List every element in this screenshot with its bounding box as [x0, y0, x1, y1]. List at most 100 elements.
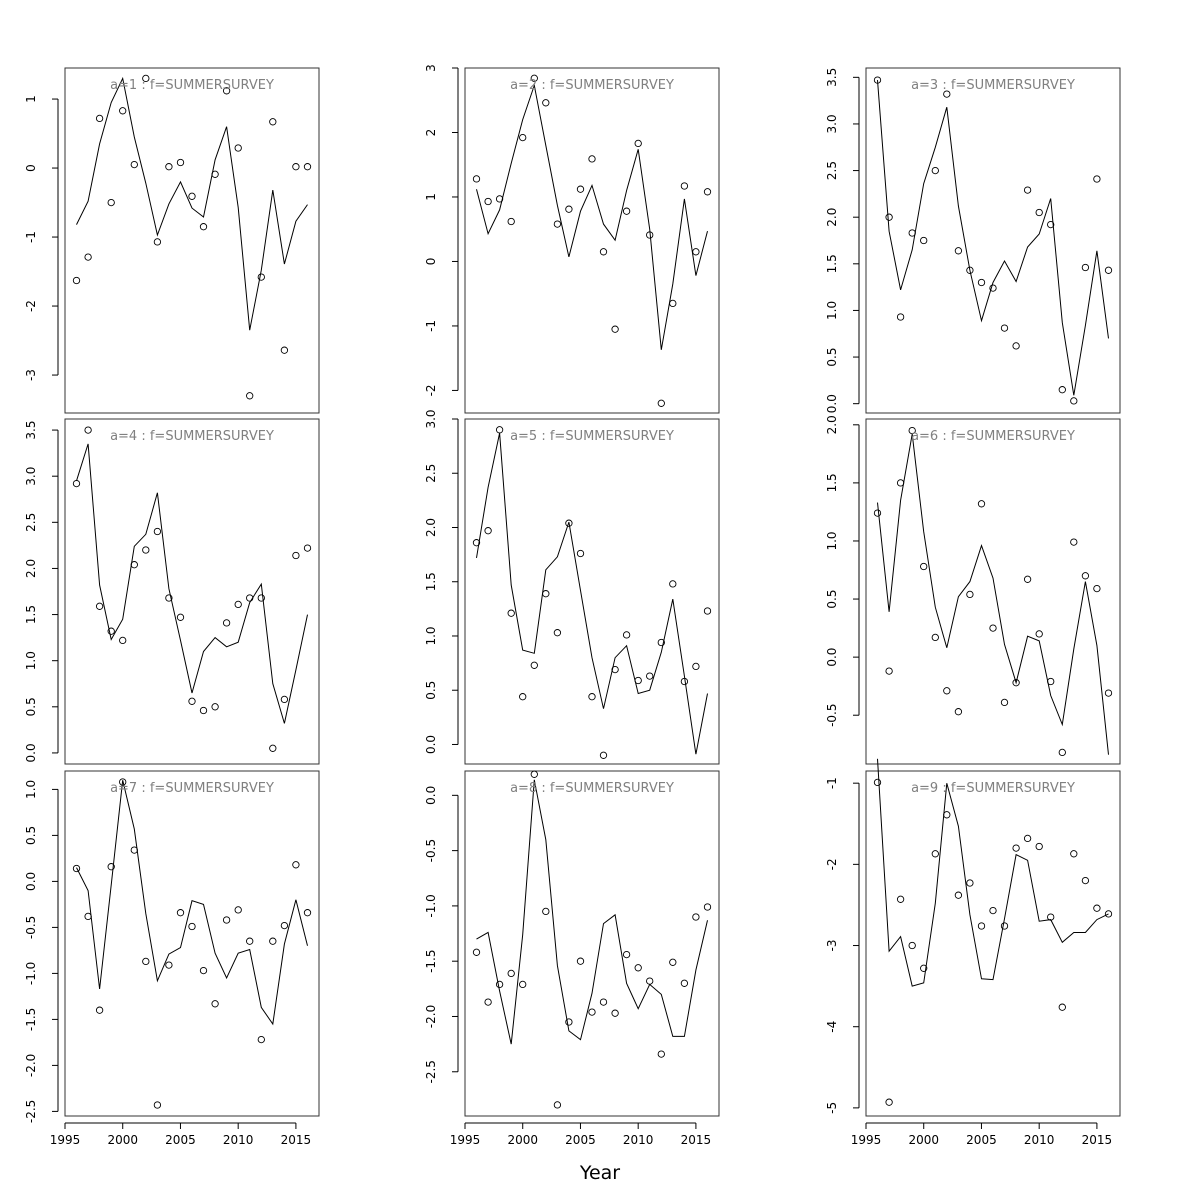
- observed-point: [303, 163, 312, 171]
- y-tick-label: 0.0: [825, 648, 839, 667]
- y-tick-label: -0.5: [24, 916, 38, 939]
- observed-point: [542, 590, 550, 598]
- x-tick-label: 2000: [908, 1133, 939, 1147]
- observed-point: [680, 182, 689, 190]
- observed-point: [484, 527, 492, 535]
- observed-point: [211, 703, 219, 711]
- y-tick-label: 1: [24, 95, 38, 103]
- observed-point: [657, 1050, 665, 1058]
- observed-point: [692, 913, 700, 921]
- observed-point: [1070, 538, 1078, 546]
- fitted-line: [877, 434, 1109, 755]
- observed-point: [222, 619, 231, 627]
- observed-point: [188, 922, 196, 931]
- observed-point: [280, 695, 289, 704]
- observed-point: [1081, 263, 1090, 272]
- y-tick-label: 3.0: [424, 409, 438, 428]
- observed-point: [553, 1101, 562, 1109]
- observed-point: [669, 580, 677, 588]
- y-tick-label: 2.0: [825, 415, 839, 434]
- observed-point: [246, 392, 254, 400]
- observed-point: [188, 192, 196, 200]
- observed-point: [622, 207, 631, 215]
- plot-frame: [64, 67, 320, 414]
- y-tick-label: -2.0: [424, 1005, 438, 1028]
- observed-point: [565, 519, 573, 527]
- panel-title: a=8 : f=SUMMERSURVEY: [510, 781, 674, 796]
- observed-point: [943, 687, 951, 695]
- observed-point: [211, 170, 219, 178]
- observed-point: [1093, 175, 1101, 183]
- y-tick-label: 3.0: [24, 467, 38, 486]
- observed-point: [280, 346, 289, 354]
- y-tick-label: 0: [24, 164, 38, 172]
- observed-point: [507, 609, 515, 617]
- fitted-line: [476, 83, 708, 350]
- y-tick-label: 2.0: [424, 518, 438, 537]
- panel-7: a=3 : f=SUMMERSURVEY 0.0 0.5 1.0 1.5 2.0 2.5 3.…: [825, 67, 1121, 414]
- observed-point: [119, 107, 127, 115]
- observed-point: [142, 74, 150, 83]
- observed-point: [107, 198, 115, 207]
- observed-point: [989, 624, 997, 632]
- x-tick-label: 2000: [507, 1133, 538, 1147]
- observed-point: [257, 1035, 265, 1044]
- observed-point: [84, 912, 92, 921]
- y-tick-label: 3: [424, 64, 438, 72]
- y-tick-label: -2: [424, 384, 438, 396]
- observed-point: [507, 969, 515, 978]
- observed-point: [908, 426, 916, 435]
- observed-point: [1035, 842, 1043, 851]
- observed-point: [1058, 1003, 1066, 1011]
- observed-point: [176, 613, 185, 621]
- observed-point: [611, 1009, 619, 1017]
- y-tick-label: 1.0: [424, 626, 438, 645]
- observed-point: [703, 607, 712, 615]
- panel-grid: a=1 : f=SUMMERSURVEY -3 -2 -1 0 1 a=4 : f=SUMM…: [24, 64, 1121, 1147]
- observed-point: [896, 313, 905, 321]
- y-tick-label: 1: [424, 193, 438, 201]
- observed-point: [920, 964, 928, 972]
- y-tick-label: -1: [825, 777, 839, 789]
- observed-point: [920, 562, 928, 571]
- observed-point: [634, 964, 642, 972]
- y-tick-label: -2.0: [24, 1054, 38, 1077]
- y-tick-label: 2.5: [825, 161, 839, 180]
- observed-point: [530, 661, 538, 669]
- observed-point: [303, 909, 312, 917]
- observed-point: [1058, 386, 1066, 394]
- observed-point: [188, 697, 196, 705]
- observed-point: [165, 163, 173, 171]
- observed-point: [153, 238, 162, 246]
- y-tick-label: 1.0: [24, 780, 38, 799]
- observed-point: [1070, 850, 1078, 858]
- observed-point: [692, 248, 700, 256]
- observed-point: [599, 998, 608, 1006]
- observed-point: [611, 325, 619, 333]
- observed-point: [943, 90, 951, 98]
- observed-point: [234, 144, 242, 152]
- observed-point: [530, 770, 538, 778]
- plot-frame: [865, 418, 1121, 765]
- observed-point: [142, 957, 150, 966]
- observed-point: [931, 850, 939, 858]
- plot-frame: [865, 67, 1121, 414]
- observed-point: [1035, 208, 1043, 217]
- observed-point: [634, 676, 642, 685]
- observed-point: [165, 961, 173, 969]
- observed-point: [292, 163, 300, 171]
- panel-title: a=1 : f=SUMMERSURVEY: [110, 78, 274, 93]
- observed-point: [908, 941, 916, 950]
- observed-point: [588, 155, 596, 163]
- observed-point: [646, 672, 654, 680]
- observed-point: [542, 99, 550, 107]
- observed-point: [72, 276, 81, 285]
- observed-point: [873, 509, 882, 517]
- y-tick-label: -1.5: [424, 949, 438, 972]
- y-tick-label: 3.0: [825, 114, 839, 133]
- observed-point: [95, 1006, 104, 1014]
- observed-point: [1047, 913, 1055, 921]
- observed-point: [588, 1008, 596, 1016]
- observed-point: [954, 891, 963, 899]
